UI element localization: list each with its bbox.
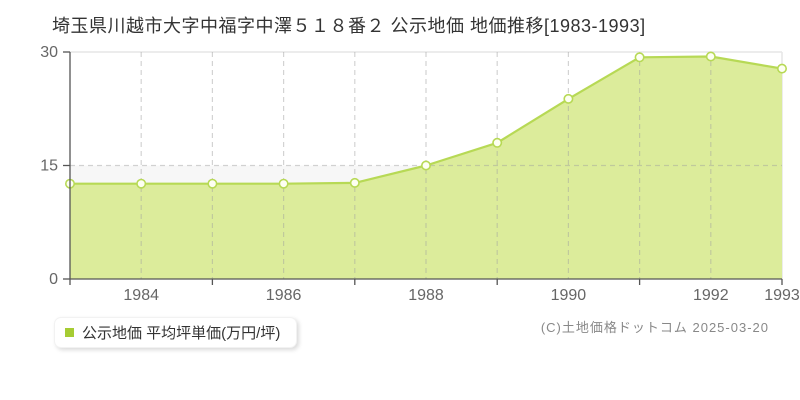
legend-marker-square	[65, 328, 74, 337]
y-tick-label-15: 15	[40, 158, 58, 175]
data-point-1989[interactable]	[492, 137, 503, 148]
data-point-1988[interactable]	[420, 160, 431, 171]
x-tick-label-1993: 1993	[764, 287, 800, 304]
data-point-1990[interactable]	[563, 93, 574, 104]
x-tick-label-1992: 1992	[693, 287, 729, 304]
data-point-1993[interactable]	[776, 63, 787, 74]
data-point-1987[interactable]	[349, 177, 360, 188]
x-tick-label-1990: 1990	[551, 287, 587, 304]
y-tick-label-30: 30	[40, 44, 58, 61]
data-point-1992[interactable]	[705, 51, 716, 62]
axes	[63, 51, 783, 285]
legend: 公示地価 平均坪単価(万円/坪)	[54, 317, 298, 348]
copyright-text: (C)土地価格ドットコム 2025-03-20	[540, 320, 769, 335]
data-point-1985[interactable]	[207, 178, 218, 189]
y-tick-label-0: 0	[49, 271, 58, 288]
data-point-1991[interactable]	[634, 52, 645, 63]
data-point-1984[interactable]	[136, 178, 147, 189]
chart-title: 埼玉県川越市大字中福字中澤５１８番２ 公示地価 地価推移[1983-1993]	[52, 16, 646, 36]
data-point-1986[interactable]	[278, 178, 289, 189]
legend-label: 公示地価 平均坪単価(万円/坪)	[82, 325, 281, 342]
x-tick-label-1986: 1986	[266, 287, 302, 304]
x-tick-label-1984: 1984	[123, 287, 159, 304]
x-tick-label-1988: 1988	[408, 287, 444, 304]
